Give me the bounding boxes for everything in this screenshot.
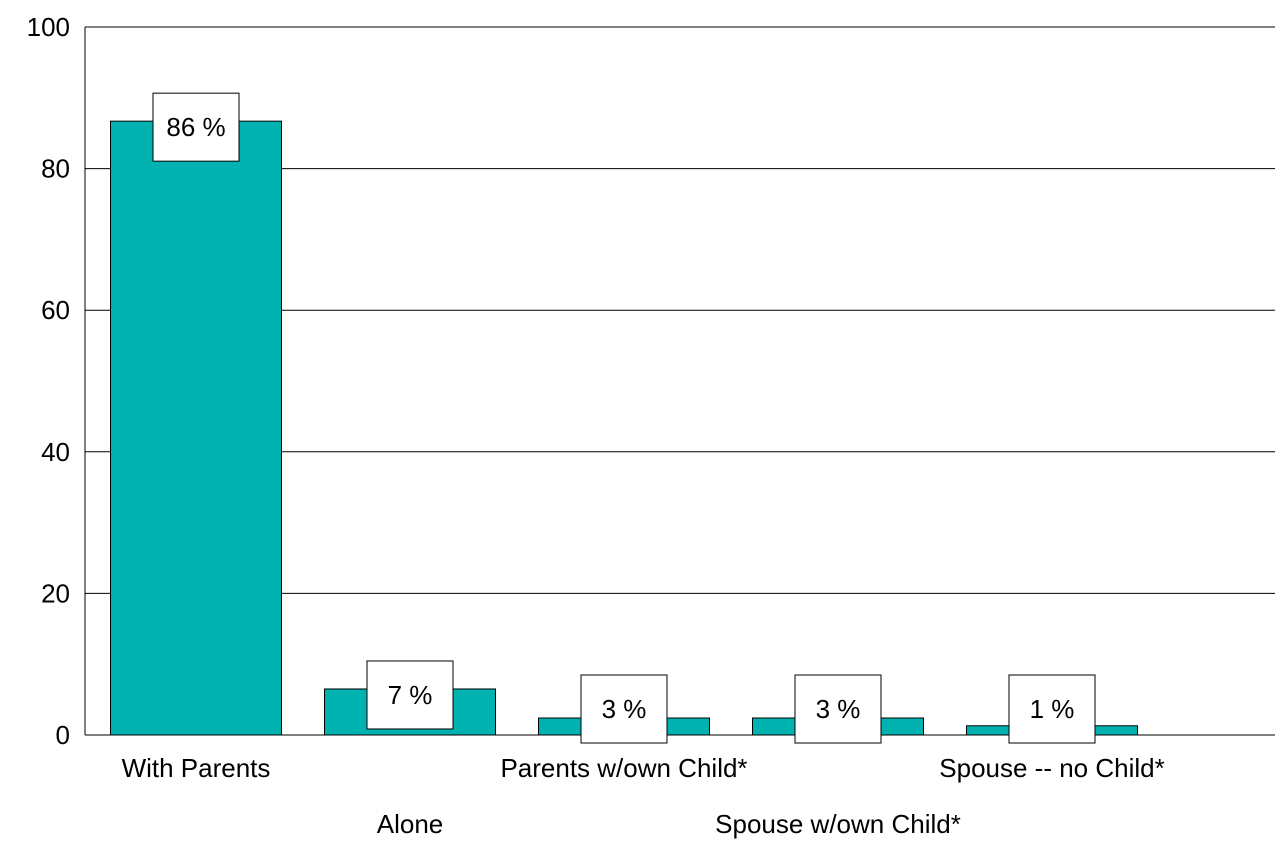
y-tick-label: 80 [41,154,70,184]
category-label: Parents w/own Child* [500,753,747,783]
data-label: 3 % [816,694,861,724]
bars [110,120,1138,736]
category-label: Spouse -- no Child* [939,753,1164,783]
data-label-box [152,92,240,162]
y-tick-label: 40 [41,437,70,467]
category-label: Spouse w/own Child* [715,809,961,839]
data-label-box [1008,674,1096,744]
category-label: With Parents [122,753,271,783]
y-tick-label: 100 [27,12,70,42]
data-labels: 86 % 7 % 3 % 3 % 1 % [152,92,1096,744]
data-label-box [794,674,882,744]
data-label: 7 % [388,680,433,710]
category-label: Alone [377,809,444,839]
y-tick-label: 60 [41,295,70,325]
y-tick-labels: 0 20 40 60 80 100 [27,12,70,750]
y-tick-label: 20 [41,578,70,608]
category-labels: With Parents Alone Parents w/own Child* Spo… [122,753,1165,839]
data-label-box [580,674,668,744]
data-label: 86 % [166,112,225,142]
y-tick-label: 0 [56,720,70,750]
data-label: 1 % [1030,694,1075,724]
bar [110,120,282,736]
data-label: 3 % [602,694,647,724]
gridlines [85,26,1275,594]
data-label-box [366,660,454,730]
